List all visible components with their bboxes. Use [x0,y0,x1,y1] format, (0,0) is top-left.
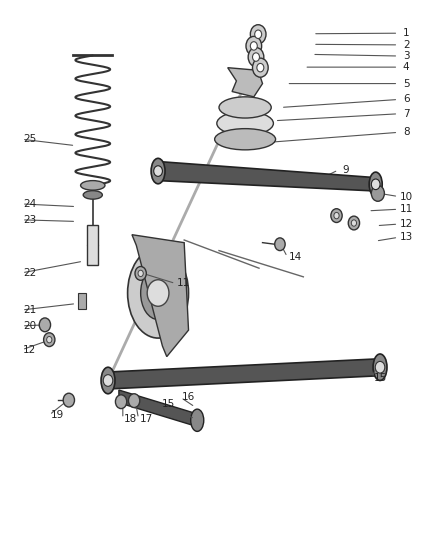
Text: 12: 12 [399,219,413,229]
Text: 4: 4 [403,62,410,72]
Text: 3: 3 [403,51,410,61]
Text: 16: 16 [182,392,195,402]
Ellipse shape [81,181,105,190]
Circle shape [351,220,357,226]
Circle shape [375,361,385,373]
Text: 5: 5 [403,78,410,88]
Ellipse shape [219,97,271,118]
Circle shape [116,395,127,409]
Polygon shape [228,68,262,97]
Text: 18: 18 [124,414,137,424]
Text: 2: 2 [403,40,410,50]
Circle shape [254,30,261,38]
Text: 20: 20 [23,321,36,331]
Text: 24: 24 [23,199,36,209]
Text: 9: 9 [343,165,350,175]
Text: 15: 15 [162,399,175,409]
Text: 25: 25 [23,134,36,144]
Circle shape [246,36,261,55]
Text: 11: 11 [177,278,190,288]
Circle shape [275,238,285,251]
Circle shape [331,209,342,222]
Ellipse shape [369,172,382,197]
Circle shape [253,58,268,77]
Ellipse shape [101,367,115,394]
Text: 6: 6 [403,94,410,104]
Circle shape [39,318,50,332]
Circle shape [135,266,146,280]
Polygon shape [108,359,380,389]
Text: 10: 10 [399,191,413,201]
Polygon shape [132,235,188,357]
Text: 13: 13 [399,232,413,243]
Text: 11: 11 [399,204,413,214]
Circle shape [138,270,143,277]
Text: 22: 22 [23,268,36,278]
Circle shape [251,42,257,50]
Circle shape [253,53,259,61]
Polygon shape [158,161,376,191]
Text: 14: 14 [289,252,302,262]
Text: 21: 21 [23,305,36,315]
Circle shape [147,280,169,306]
Ellipse shape [217,111,273,135]
Text: 23: 23 [23,215,36,225]
Text: 15: 15 [374,373,387,383]
Text: 17: 17 [140,414,153,424]
Text: 12: 12 [23,345,36,355]
Ellipse shape [191,409,204,431]
Circle shape [154,166,162,176]
Ellipse shape [83,191,102,199]
Circle shape [334,213,339,219]
Circle shape [251,25,266,44]
Circle shape [257,63,264,72]
Circle shape [47,336,52,343]
Circle shape [248,47,264,67]
Circle shape [371,185,385,201]
Ellipse shape [215,128,276,150]
Circle shape [371,179,380,190]
Circle shape [128,394,140,408]
Ellipse shape [373,354,387,381]
Ellipse shape [141,266,176,319]
Text: 1: 1 [403,28,410,38]
Ellipse shape [127,248,188,338]
Circle shape [103,375,113,386]
Bar [78,293,86,309]
Polygon shape [119,390,197,426]
Circle shape [63,393,74,407]
Text: 8: 8 [403,127,410,138]
Text: 7: 7 [403,109,410,119]
Ellipse shape [151,158,165,184]
Text: 19: 19 [50,410,64,420]
Circle shape [348,216,360,230]
Circle shape [44,333,55,346]
Bar [87,225,98,265]
